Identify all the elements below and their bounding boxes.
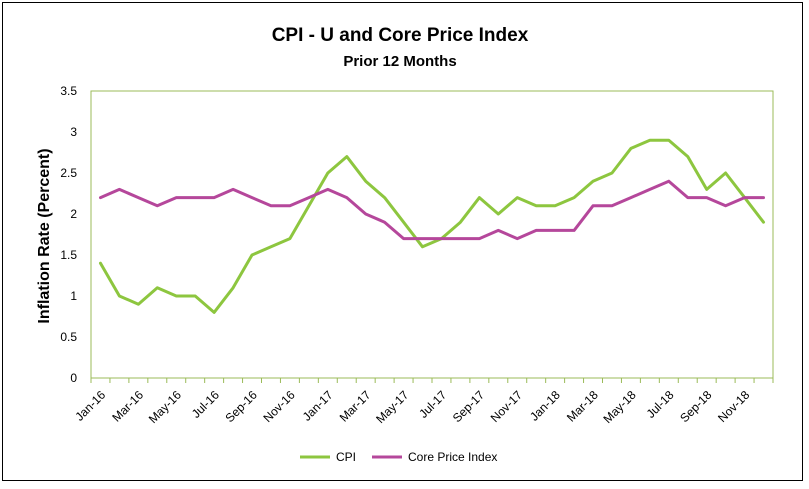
plot-area: [90, 90, 774, 379]
x-tick-label: Jan-16: [72, 388, 108, 424]
y-axis-label: Inflation Rate (Percent): [36, 148, 53, 323]
series-lines: [99, 138, 765, 314]
y-axis-ticks: 0 0.5 1 1.5 2 2.5 3 3.5: [60, 84, 77, 385]
line-chart: CPI - U and Core Price Index Prior 12 Mo…: [36, 25, 774, 464]
x-tick-label: Mar-18: [564, 388, 601, 425]
y-tick-label: 1.5: [60, 248, 77, 262]
chart-frame: CPI - U and Core Price Index Prior 12 Mo…: [2, 2, 803, 481]
y-tick-label: 3.5: [60, 84, 77, 98]
x-tick-label: Mar-17: [337, 388, 374, 425]
y-tick-label: 1: [70, 289, 77, 303]
chart-title: CPI - U and Core Price Index: [272, 25, 529, 46]
x-tick-label: Jul-18: [644, 388, 677, 421]
x-tick-label: Jan-17: [300, 388, 336, 424]
x-tick-label: Jul-16: [189, 388, 222, 421]
x-axis-ticks: Jan-16 Mar-16 May-16 Jul-16 Sep-16 Nov-16 Jan-…: [72, 378, 774, 426]
x-tick-label: Nov-18: [715, 388, 752, 425]
y-tick-label: 2: [70, 207, 77, 221]
x-tick-label: Sep-16: [223, 388, 260, 425]
y-tick-label: 0: [70, 371, 77, 385]
series-line-cpi: [99, 138, 765, 314]
y-tick-label: 3: [70, 125, 77, 139]
legend: CPI Core Price Index: [300, 450, 497, 464]
y-tick-label: 0.5: [60, 330, 77, 344]
x-tick-label: Nov-17: [488, 388, 525, 425]
x-tick-label: May-17: [373, 388, 411, 426]
x-tick-label: Nov-16: [260, 388, 297, 425]
x-tick-label: Sep-17: [450, 388, 487, 425]
legend-label: Core Price Index: [408, 450, 497, 464]
x-tick-label: May-18: [601, 388, 639, 426]
x-tick-label: May-16: [146, 388, 184, 426]
x-tick-label: Jan-18: [527, 388, 563, 424]
legend-label: CPI: [336, 450, 356, 464]
x-tick-label: Jul-17: [416, 388, 449, 421]
y-tick-label: 2.5: [60, 166, 77, 180]
chart-subtitle: Prior 12 Months: [343, 53, 456, 70]
x-tick-label: Sep-18: [677, 388, 714, 425]
series-line-core-price-index: [99, 179, 765, 241]
x-tick-label: Mar-16: [109, 388, 146, 425]
